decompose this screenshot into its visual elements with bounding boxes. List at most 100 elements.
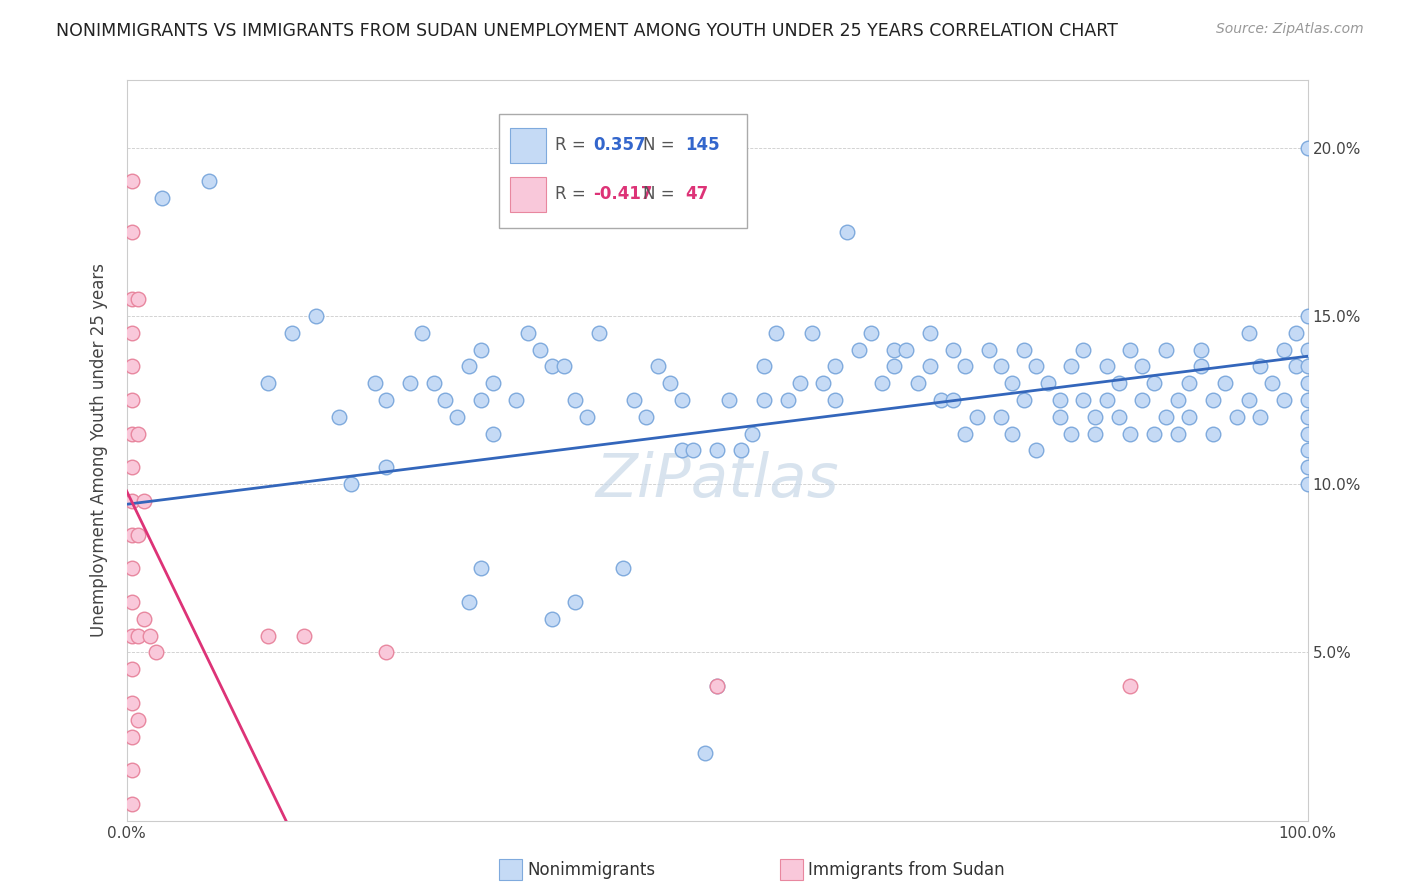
Point [1130, 392, 1153, 407]
Point [588, 326, 610, 340]
Point [800, 326, 823, 340]
Point [121, 326, 143, 340]
Point [564, 595, 586, 609]
Point [517, 326, 540, 340]
Point [257, 376, 280, 391]
Point [671, 392, 693, 407]
Point [1237, 326, 1260, 340]
Point [328, 409, 350, 424]
Point [134, 612, 156, 626]
Point [1296, 443, 1319, 458]
Point [1049, 409, 1071, 424]
Point [304, 309, 326, 323]
Text: N =: N = [643, 136, 679, 154]
Point [121, 174, 143, 188]
Point [1119, 426, 1142, 441]
Point [776, 392, 799, 407]
Point [671, 443, 693, 458]
Point [540, 612, 562, 626]
Point [1296, 409, 1319, 424]
Point [553, 359, 575, 374]
Point [121, 628, 143, 642]
Point [1060, 359, 1083, 374]
Point [918, 359, 941, 374]
Point [127, 426, 149, 441]
Point [121, 797, 143, 811]
Point [789, 376, 811, 391]
Point [658, 376, 681, 391]
Point [1025, 443, 1047, 458]
Point [1272, 343, 1295, 357]
Point [1296, 426, 1319, 441]
Point [121, 561, 143, 575]
Point [340, 477, 363, 491]
Text: N =: N = [643, 186, 679, 203]
Point [121, 595, 143, 609]
Point [942, 392, 965, 407]
Text: Immigrants from Sudan: Immigrants from Sudan [808, 861, 1005, 879]
Text: 47: 47 [685, 186, 709, 203]
Point [121, 662, 143, 676]
Point [127, 628, 149, 642]
Text: ZiPatlas: ZiPatlas [595, 450, 839, 509]
Point [1189, 359, 1212, 374]
Text: 0.357: 0.357 [593, 136, 645, 154]
Point [121, 763, 143, 777]
Point [281, 326, 304, 340]
Point [1012, 392, 1035, 407]
Point [1130, 359, 1153, 374]
Point [754, 392, 776, 407]
Point [470, 392, 492, 407]
Point [990, 359, 1012, 374]
Point [1202, 392, 1225, 407]
Point [121, 527, 143, 541]
Point [1296, 343, 1319, 357]
Point [150, 191, 173, 205]
Point [942, 343, 965, 357]
Point [623, 392, 645, 407]
Point [139, 628, 162, 642]
Point [1143, 426, 1166, 441]
Point [434, 392, 457, 407]
Point [458, 595, 481, 609]
Text: Source: ZipAtlas.com: Source: ZipAtlas.com [1216, 22, 1364, 37]
Point [292, 628, 315, 642]
Point [883, 343, 905, 357]
Point [1285, 326, 1308, 340]
Point [1071, 343, 1094, 357]
Point [859, 326, 882, 340]
Point [134, 494, 156, 508]
Point [121, 696, 143, 710]
Point [907, 376, 929, 391]
Point [145, 645, 167, 659]
Point [363, 376, 385, 391]
Point [121, 225, 143, 239]
Point [529, 343, 551, 357]
Point [1296, 359, 1319, 374]
Point [121, 292, 143, 306]
Point [1108, 409, 1130, 424]
Point [1025, 359, 1047, 374]
Point [636, 409, 658, 424]
Point [127, 292, 149, 306]
Point [564, 392, 586, 407]
Text: Nonimmigrants: Nonimmigrants [527, 861, 655, 879]
Point [1178, 376, 1201, 391]
Point [730, 443, 752, 458]
Point [1071, 392, 1094, 407]
Point [918, 326, 941, 340]
Point [121, 730, 143, 744]
Point [931, 392, 953, 407]
Point [198, 174, 221, 188]
Point [458, 359, 481, 374]
Point [1296, 140, 1319, 154]
Point [1296, 392, 1319, 407]
Point [1154, 343, 1177, 357]
Point [647, 359, 669, 374]
Point [1285, 359, 1308, 374]
Point [612, 561, 634, 575]
Point [872, 376, 894, 391]
Point [883, 359, 905, 374]
Point [540, 359, 562, 374]
Point [1119, 679, 1142, 693]
